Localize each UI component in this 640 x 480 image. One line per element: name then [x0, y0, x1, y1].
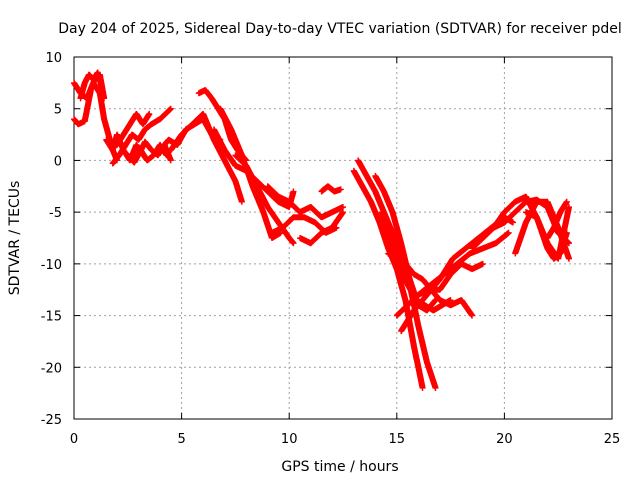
series-sat-03	[77, 69, 105, 102]
chart-title: Day 204 of 2025, Sidereal Day-to-day VTE…	[58, 21, 622, 37]
data-point-markers	[385, 250, 476, 319]
data-point-markers	[109, 105, 174, 167]
series-sat-31	[544, 198, 570, 241]
tick-layer: 0 5 10 15 20 25 -25 -20 -15 -10 -5 0 5 10	[41, 51, 621, 447]
y-tick-label: -20	[41, 361, 62, 376]
data-point-markers	[544, 198, 570, 241]
data-point-markers	[264, 183, 346, 221]
data-point-markers	[77, 69, 105, 102]
series-sat-15	[264, 183, 346, 221]
y-tick-label: -10	[41, 258, 62, 273]
data-point-markers	[522, 204, 572, 262]
series-sat-18	[318, 183, 344, 195]
series-sat-06	[114, 110, 153, 148]
y-tick-label: 5	[54, 103, 62, 118]
y-tick-label: 10	[45, 51, 62, 66]
series-sat-17	[297, 209, 346, 247]
data-point-markers	[350, 167, 426, 391]
plot-frame	[73, 56, 613, 420]
x-tick-label: 0	[70, 432, 78, 447]
series-sat-14	[232, 152, 297, 247]
series-sat-10	[167, 110, 245, 205]
series-sat-05	[109, 105, 174, 167]
x-tick-label: 15	[389, 432, 406, 447]
y-axis-label: SDTVAR / TECUs	[7, 181, 23, 296]
series-sat-23	[385, 250, 476, 319]
y-tick-label: 0	[54, 154, 62, 169]
y-tick-label: -15	[41, 310, 62, 325]
data-point-markers	[297, 209, 346, 247]
series-sat-26	[415, 229, 512, 298]
x-tick-label: 20	[496, 432, 513, 447]
series-sat-30	[522, 204, 572, 262]
y-tick-label: -25	[41, 413, 62, 428]
x-tick-label: 5	[177, 432, 185, 447]
series-sat-19	[350, 167, 426, 391]
x-tick-label: 10	[281, 432, 298, 447]
x-tick-label: 25	[604, 432, 621, 447]
data-point-markers	[318, 183, 344, 195]
data-point-markers	[415, 229, 512, 298]
data-layer	[71, 69, 572, 391]
data-point-markers	[232, 152, 297, 247]
x-axis-label: GPS time / hours	[281, 459, 398, 475]
data-point-markers	[114, 110, 153, 148]
y-tick-label: -5	[49, 206, 62, 221]
data-point-markers	[167, 110, 245, 205]
grid-layer	[74, 57, 612, 419]
